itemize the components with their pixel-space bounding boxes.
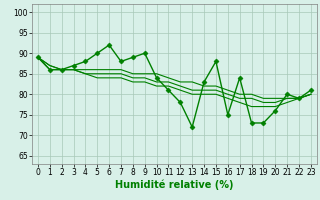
X-axis label: Humidité relative (%): Humidité relative (%) [115, 180, 234, 190]
